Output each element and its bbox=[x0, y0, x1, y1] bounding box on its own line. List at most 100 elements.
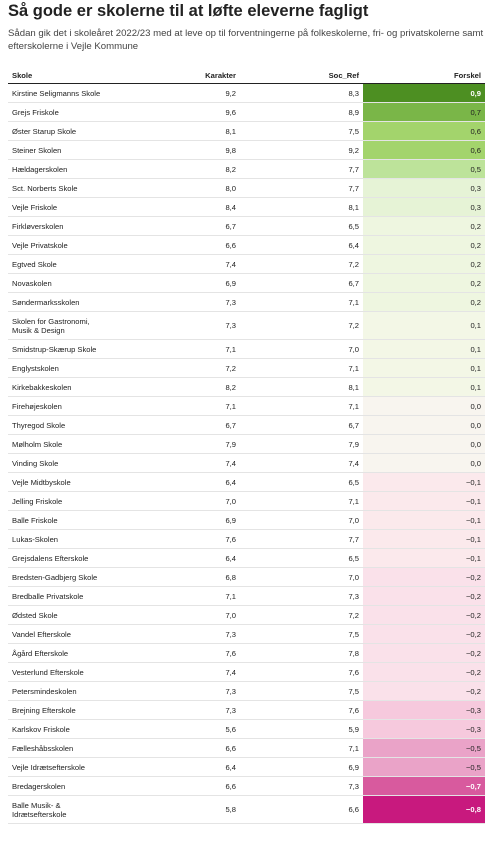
school-cell: Novaskolen bbox=[8, 273, 143, 293]
value-cell: 0,7 bbox=[363, 102, 485, 122]
value-cell: 7,1 bbox=[240, 358, 363, 378]
value-cell: 8,1 bbox=[240, 377, 363, 397]
school-cell: Kirstine Seligmanns Skole bbox=[8, 83, 143, 103]
school-cell: Øster Starup Skole bbox=[8, 121, 143, 141]
value-cell: 0,2 bbox=[363, 254, 485, 274]
table-row: Smidstrup-Skærup Skole 7,1 7,0 0,1 bbox=[8, 339, 485, 359]
value-cell: −0,2 bbox=[363, 662, 485, 682]
school-cell: Balle Musik- & Idrætsefterskole bbox=[8, 795, 143, 824]
value-cell: 8,9 bbox=[240, 102, 363, 122]
value-cell: −0,2 bbox=[363, 643, 485, 663]
value-cell: 8,1 bbox=[240, 197, 363, 217]
value-cell: 7,3 bbox=[143, 700, 240, 720]
column-header: Soc_Ref bbox=[240, 67, 363, 84]
table-row: Vejle Idrætsefterskole 6,4 6,9 −0,5 bbox=[8, 757, 485, 777]
value-cell: 7,1 bbox=[143, 396, 240, 416]
value-cell: 0,2 bbox=[363, 235, 485, 255]
table-row: Lukas-Skolen 7,6 7,7 −0,1 bbox=[8, 529, 485, 549]
value-cell: 0,3 bbox=[363, 178, 485, 198]
school-cell: Firehøjeskolen bbox=[8, 396, 143, 416]
value-cell: 7,0 bbox=[240, 567, 363, 587]
table-row: Øster Starup Skole 8,1 7,5 0,6 bbox=[8, 121, 485, 141]
value-cell: 0,0 bbox=[363, 415, 485, 435]
subtitle: Sådan gik det i skoleåret 2022/23 med at… bbox=[8, 28, 484, 52]
school-cell: Skolen for Gastronomi, Musik & Design bbox=[8, 311, 143, 340]
value-cell: −0,1 bbox=[363, 529, 485, 549]
value-cell: 8,0 bbox=[143, 178, 240, 198]
value-cell: 0,1 bbox=[363, 339, 485, 359]
value-cell: 6,9 bbox=[143, 510, 240, 530]
school-cell: Søndermarksskolen bbox=[8, 292, 143, 312]
value-cell: 7,1 bbox=[143, 339, 240, 359]
value-cell: 7,2 bbox=[240, 254, 363, 274]
value-cell: 6,5 bbox=[240, 548, 363, 568]
school-cell: Ødsted Skole bbox=[8, 605, 143, 625]
school-cell: Sct. Norberts Skole bbox=[8, 178, 143, 198]
table-row: Vesterlund Efterskole 7,4 7,6 −0,2 bbox=[8, 662, 485, 682]
value-cell: −0,1 bbox=[363, 548, 485, 568]
school-cell: Thyregod Skole bbox=[8, 415, 143, 435]
value-cell: 6,5 bbox=[240, 216, 363, 236]
value-cell: 7,5 bbox=[240, 681, 363, 701]
school-cell: Vejle Friskole bbox=[8, 197, 143, 217]
table-row: Brejning Efterskole 7,3 7,6 −0,3 bbox=[8, 700, 485, 720]
value-cell: 7,3 bbox=[240, 586, 363, 606]
value-cell: 0,1 bbox=[363, 311, 485, 340]
value-cell: 6,9 bbox=[143, 273, 240, 293]
value-cell: 0,2 bbox=[363, 216, 485, 236]
value-cell: 9,2 bbox=[240, 140, 363, 160]
value-cell: 0,0 bbox=[363, 396, 485, 416]
table-row: Fælleshåbsskolen 6,6 7,1 −0,5 bbox=[8, 738, 485, 758]
school-cell: Bredsten-Gadbjerg Skole bbox=[8, 567, 143, 587]
value-cell: 6,8 bbox=[143, 567, 240, 587]
table-row: Kirkebakkeskolen 8,2 8,1 0,1 bbox=[8, 377, 485, 397]
table-row: Balle Friskole 6,9 7,0 −0,1 bbox=[8, 510, 485, 530]
value-cell: 6,7 bbox=[143, 415, 240, 435]
school-cell: Ågård Efterskole bbox=[8, 643, 143, 663]
table-row: Steiner Skolen 9,8 9,2 0,6 bbox=[8, 140, 485, 160]
value-cell: 7,2 bbox=[143, 358, 240, 378]
value-cell: 0,1 bbox=[363, 358, 485, 378]
value-cell: 0,5 bbox=[363, 159, 485, 179]
value-cell: 7,3 bbox=[143, 292, 240, 312]
value-cell: 0,0 bbox=[363, 453, 485, 473]
school-cell: Vejle Midtbyskole bbox=[8, 472, 143, 492]
school-cell: Englystskolen bbox=[8, 358, 143, 378]
table-row: Grejsdalens Efterskole 6,4 6,5 −0,1 bbox=[8, 548, 485, 568]
value-cell: 8,4 bbox=[143, 197, 240, 217]
value-cell: −0,3 bbox=[363, 719, 485, 739]
value-cell: −0,3 bbox=[363, 700, 485, 720]
value-cell: 0,0 bbox=[363, 434, 485, 454]
school-cell: Kirkebakkeskolen bbox=[8, 377, 143, 397]
table-row: Sct. Norberts Skole 8,0 7,7 0,3 bbox=[8, 178, 485, 198]
school-cell: Hældagerskolen bbox=[8, 159, 143, 179]
value-cell: −0,5 bbox=[363, 738, 485, 758]
value-cell: 7,7 bbox=[240, 159, 363, 179]
value-cell: 7,1 bbox=[240, 491, 363, 511]
table: Skole Karakter Soc_Ref Forskel Kirstine Sel… bbox=[8, 67, 485, 824]
value-cell: 7,0 bbox=[143, 491, 240, 511]
value-cell: 0,6 bbox=[363, 121, 485, 141]
value-cell: 7,3 bbox=[143, 681, 240, 701]
value-cell: 7,0 bbox=[143, 605, 240, 625]
value-cell: −0,1 bbox=[363, 510, 485, 530]
school-cell: Egtved Skole bbox=[8, 254, 143, 274]
header-row: Skole Karakter Soc_Ref Forskel bbox=[8, 67, 485, 84]
value-cell: 7,0 bbox=[240, 339, 363, 359]
school-cell: Vandel Efterskole bbox=[8, 624, 143, 644]
school-cell: Grejsdalens Efterskole bbox=[8, 548, 143, 568]
table-row: Vinding Skole 7,4 7,4 0,0 bbox=[8, 453, 485, 473]
value-cell: 6,6 bbox=[143, 776, 240, 796]
value-cell: 6,7 bbox=[143, 216, 240, 236]
value-cell: 6,9 bbox=[240, 757, 363, 777]
table-row: Egtved Skole 7,4 7,2 0,2 bbox=[8, 254, 485, 274]
table-row: Kirstine Seligmanns Skole 9,2 8,3 0,9 bbox=[8, 83, 485, 103]
table-row: Grejs Friskole 9,6 8,9 0,7 bbox=[8, 102, 485, 122]
value-cell: 0,3 bbox=[363, 197, 485, 217]
value-cell: 0,1 bbox=[363, 377, 485, 397]
value-cell: −0,1 bbox=[363, 472, 485, 492]
school-cell: Bredballe Privatskole bbox=[8, 586, 143, 606]
school-cell: Vinding Skole bbox=[8, 453, 143, 473]
column-header: Karakter bbox=[143, 67, 240, 84]
value-cell: 7,6 bbox=[143, 529, 240, 549]
